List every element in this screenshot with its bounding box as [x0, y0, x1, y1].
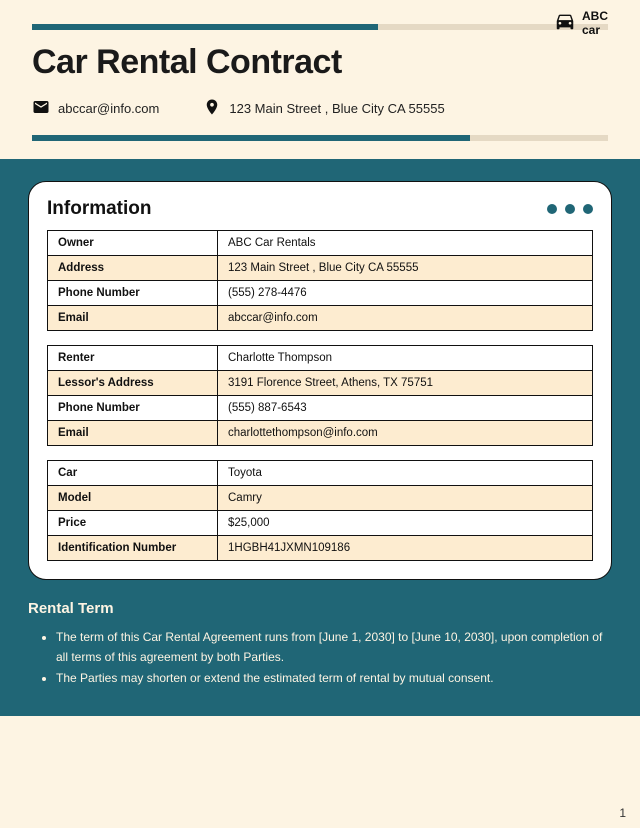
rule-teal [32, 24, 378, 30]
page-number: 1 [619, 806, 626, 820]
header-email: abccar@info.com [58, 101, 159, 116]
rental-term-section: Rental Term The term of this Car Rental … [28, 600, 612, 688]
table-row: ModelCamry [48, 486, 593, 511]
row-label: Phone Number [48, 281, 218, 306]
row-value: (555) 278-4476 [218, 281, 593, 306]
table-row: Lessor's Address3191 Florence Street, At… [48, 371, 593, 396]
row-label: Price [48, 511, 218, 536]
row-label: Renter [48, 346, 218, 371]
rule-teal-2 [32, 135, 470, 141]
row-label: Lessor's Address [48, 371, 218, 396]
footer-strip [0, 800, 640, 828]
page-title: Car Rental Contract [32, 43, 608, 82]
row-value: abccar@info.com [218, 306, 593, 331]
car-icon [554, 10, 576, 37]
row-label: Owner [48, 231, 218, 256]
table-row: Price$25,000 [48, 511, 593, 536]
table-row: RenterCharlotte Thompson [48, 346, 593, 371]
header-address: 123 Main Street , Blue City CA 55555 [229, 101, 444, 116]
logo-sub: car [582, 24, 608, 37]
table-row: Emailcharlottethompson@info.com [48, 421, 593, 446]
dots-decoration [547, 204, 593, 214]
table-row: Address123 Main Street , Blue City CA 55… [48, 256, 593, 281]
top-rule [32, 24, 608, 30]
mail-icon [32, 98, 50, 119]
rental-term-heading: Rental Term [28, 600, 612, 617]
rule-beige-2 [470, 135, 608, 141]
row-value: 3191 Florence Street, Athens, TX 75751 [218, 371, 593, 396]
row-value: ABC Car Rentals [218, 231, 593, 256]
row-label: Phone Number [48, 396, 218, 421]
table-row: Phone Number(555) 887-6543 [48, 396, 593, 421]
table-row: OwnerABC Car Rentals [48, 231, 593, 256]
rental-term-bullet: The term of this Car Rental Agreement ru… [56, 627, 612, 668]
row-value: 123 Main Street , Blue City CA 55555 [218, 256, 593, 281]
row-label: Car [48, 461, 218, 486]
row-value: Camry [218, 486, 593, 511]
row-label: Email [48, 421, 218, 446]
row-label: Email [48, 306, 218, 331]
table-row: Emailabccar@info.com [48, 306, 593, 331]
row-value: $25,000 [218, 511, 593, 536]
dot-icon [565, 204, 575, 214]
table-row: Identification Number1HGBH41JXMN109186 [48, 536, 593, 561]
location-icon [203, 98, 221, 119]
row-label: Address [48, 256, 218, 281]
row-value: Charlotte Thompson [218, 346, 593, 371]
row-value: Toyota [218, 461, 593, 486]
row-label: Model [48, 486, 218, 511]
info-table: RenterCharlotte ThompsonLessor's Address… [47, 345, 593, 446]
info-table: OwnerABC Car RentalsAddress123 Main Stre… [47, 230, 593, 331]
contact-email: abccar@info.com [32, 98, 159, 119]
information-heading: Information [47, 198, 152, 220]
info-table: CarToyotaModelCamryPrice$25,000Identific… [47, 460, 593, 561]
row-value: 1HGBH41JXMN109186 [218, 536, 593, 561]
information-card: Information OwnerABC Car RentalsAddress1… [28, 181, 612, 580]
dot-icon [547, 204, 557, 214]
logo-text: ABC car [582, 10, 608, 36]
row-value: (555) 887-6543 [218, 396, 593, 421]
rental-term-bullet: The Parties may shorten or extend the es… [56, 668, 612, 688]
table-row: Phone Number(555) 278-4476 [48, 281, 593, 306]
row-value: charlottethompson@info.com [218, 421, 593, 446]
table-row: CarToyota [48, 461, 593, 486]
contact-address: 123 Main Street , Blue City CA 55555 [203, 98, 444, 119]
bottom-rule [32, 135, 608, 141]
logo-name: ABC [582, 10, 608, 23]
row-label: Identification Number [48, 536, 218, 561]
dot-icon [583, 204, 593, 214]
